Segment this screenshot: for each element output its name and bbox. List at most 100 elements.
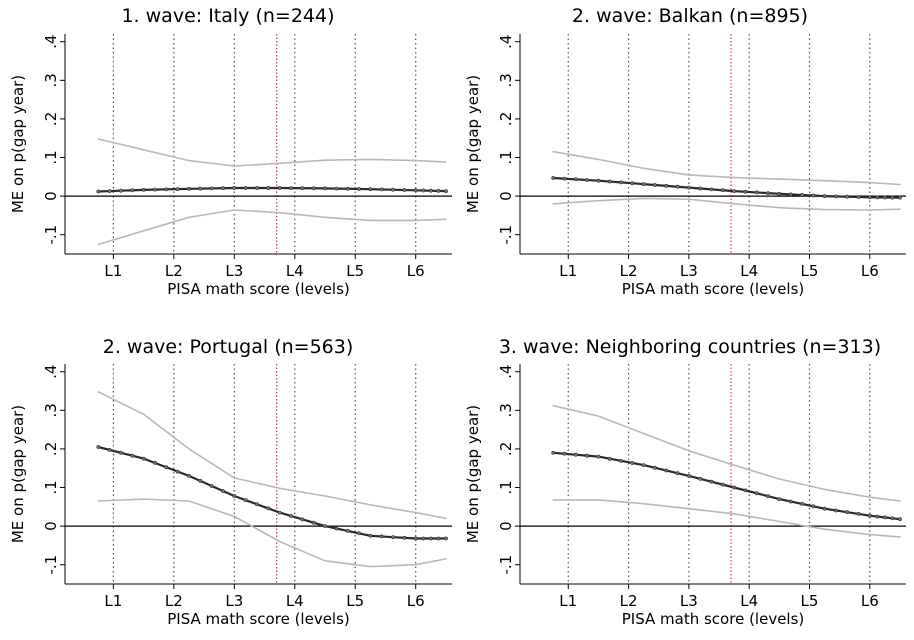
x-tick-label: L4: [740, 262, 758, 280]
x-tick-label: L1: [559, 592, 577, 610]
y-tick-label: .4: [42, 35, 60, 49]
estimate-marker: [709, 479, 714, 484]
estimate-marker: [607, 179, 612, 184]
ci-upper-line: [97, 390, 447, 520]
x-tick-label: L6: [861, 592, 879, 610]
estimate-marker: [311, 186, 316, 191]
estimate-marker: [187, 473, 191, 478]
estimate-marker: [152, 460, 157, 465]
x-tick-label: L3: [225, 262, 243, 280]
y-tick-label: 0: [42, 191, 60, 201]
y-tick-label: .2: [42, 442, 60, 456]
y-tick-label: -.1: [42, 555, 60, 575]
estimate-marker: [255, 186, 259, 190]
estimate-marker: [709, 187, 714, 192]
ci-lower-line: [97, 209, 447, 246]
estimate-marker: [221, 489, 225, 493]
estimate-marker: [277, 510, 282, 515]
y-tick-label: .1: [42, 150, 60, 164]
y-tick-label: 0: [42, 521, 60, 531]
estimate-marker: [436, 536, 441, 541]
estimate-marker: [368, 533, 373, 538]
estimate-marker: [368, 187, 373, 192]
y-tick-label: .1: [497, 480, 515, 494]
estimate-marker: [379, 187, 384, 192]
estimate-marker: [428, 188, 433, 193]
estimate-marker: [175, 187, 180, 192]
x-tick-label: L2: [165, 262, 183, 280]
x-tick-label: L5: [346, 262, 364, 280]
estimate-marker: [255, 502, 259, 507]
estimate-marker: [641, 182, 646, 187]
estimate-marker: [107, 189, 112, 194]
estimate-marker: [743, 189, 748, 194]
estimate-marker: [898, 517, 902, 522]
estimate-marker: [766, 191, 770, 196]
y-axis-label: ME on p(gap year): [464, 405, 482, 543]
estimate-marker: [232, 494, 237, 498]
estimate-marker: [630, 461, 635, 465]
estimate-marker: [867, 195, 872, 200]
estimate-marker: [413, 536, 418, 541]
estimate-marker: [562, 451, 567, 456]
estimate-marker: [664, 468, 669, 473]
estimate-marker: [277, 186, 282, 190]
estimate-marker: [130, 188, 135, 193]
estimate-marker: [428, 536, 433, 541]
y-tick-label: .4: [497, 35, 515, 49]
estimate-marker: [107, 447, 112, 452]
panel-title: 1. wave: Italy (n=244): [121, 5, 334, 27]
estimate-marker: [413, 188, 418, 193]
y-axis-label: ME on p(gap year): [464, 75, 482, 213]
estimate-marker: [822, 506, 827, 511]
y-tick-label: -.1: [42, 225, 60, 245]
chart-panel-3: 2. wave: Portugal (n=563) -.1 0 .1 .2 .3 .4 L1 L…: [9, 336, 452, 628]
estimate-marker: [573, 452, 578, 457]
estimate-marker: [323, 524, 327, 529]
estimate-marker: [811, 504, 816, 509]
estimate-marker: [788, 499, 793, 504]
x-tick-label: L4: [286, 592, 304, 610]
estimate-marker: [130, 453, 135, 458]
ci-upper-line: [97, 138, 447, 167]
x-tick-label: L4: [740, 592, 758, 610]
estimate-marker: [311, 520, 316, 525]
y-tick-label: .3: [497, 73, 515, 87]
estimate-marker: [743, 488, 748, 493]
estimate-marker: [152, 187, 157, 192]
estimate-marker: [800, 501, 804, 506]
estimate-marker: [323, 186, 327, 191]
x-tick-label: L5: [346, 592, 364, 610]
y-tick-label: -.1: [497, 225, 515, 245]
chart-panel-2: 2. wave: Balkan (n=895) -.1 0 .1 .2 .3 .4 L1 L2 L…: [464, 5, 906, 298]
y-tick-label: -.1: [497, 555, 515, 575]
estimate-marker: [788, 192, 793, 197]
estimate-marker: [119, 188, 123, 193]
estimate-marker: [630, 181, 635, 186]
estimate-marker: [811, 193, 816, 198]
estimate-marker: [391, 535, 395, 540]
estimate-marker: [675, 184, 680, 189]
estimate-marker: [164, 187, 169, 192]
estimate-marker: [754, 190, 759, 195]
x-axis-label: PISA math score (levels): [622, 610, 805, 628]
chart-panel-4: 3. wave: Neighboring countries (n=313) -.…: [464, 336, 906, 628]
estimate-marker: [596, 454, 601, 459]
estimate-marker: [357, 531, 361, 536]
ci-lower-line: [552, 197, 901, 211]
estimate-marker: [754, 491, 759, 496]
estimate-marker: [875, 195, 880, 200]
estimate-marker: [687, 185, 691, 190]
estimate-marker: [421, 536, 426, 541]
estimate-marker: [266, 186, 271, 190]
estimate-marker: [883, 195, 887, 200]
x-tick-label: L2: [620, 262, 638, 280]
estimate-marker: [890, 195, 895, 200]
y-tick-label: .2: [42, 112, 60, 126]
estimate-marker: [391, 187, 395, 192]
estimate-marker: [209, 186, 214, 191]
estimate-marker: [402, 188, 407, 192]
y-tick-label: .3: [42, 73, 60, 87]
estimate-marker: [732, 485, 737, 490]
y-tick-label: .3: [497, 403, 515, 417]
